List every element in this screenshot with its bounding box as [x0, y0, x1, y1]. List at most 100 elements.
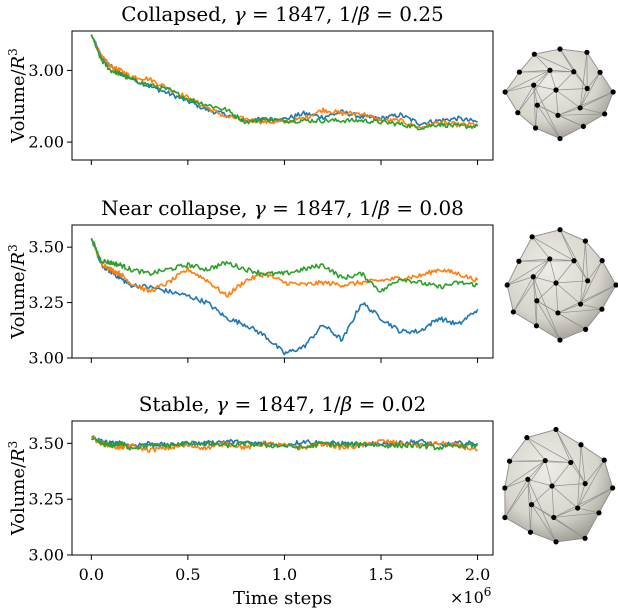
- mesh-edge: [505, 84, 534, 93]
- mesh-vertex: [578, 442, 584, 448]
- series-line-3: [90, 437, 478, 451]
- mesh-vertex: [547, 67, 553, 73]
- mesh-edge: [513, 276, 534, 313]
- mesh-vertex: [530, 274, 536, 280]
- mesh-vertex: [534, 102, 540, 108]
- mesh-edge: [526, 437, 546, 461]
- mesh-edge: [545, 460, 571, 463]
- mesh-vertex: [571, 258, 577, 264]
- plot-frame: [71, 224, 494, 359]
- mesh-edge: [601, 260, 617, 286]
- mesh-vertex: [516, 69, 523, 75]
- mesh-vertex: [502, 485, 508, 491]
- panel-title: Stable, γ = 1847, 1/β = 0.02: [139, 392, 427, 416]
- mesh-vertex: [515, 110, 521, 116]
- mesh-edge: [557, 308, 602, 314]
- x-tick-label: 2.0: [465, 565, 490, 584]
- panel-title: Near collapse, γ = 1847, 1/β = 0.08: [101, 196, 464, 220]
- mesh-edge: [533, 85, 536, 129]
- mesh-edge: [551, 462, 572, 487]
- mesh-edge: [533, 276, 557, 284]
- mesh-edge: [527, 478, 553, 487]
- mesh-edge: [536, 104, 561, 139]
- mesh-vertex: [557, 46, 563, 52]
- mesh-edge: [532, 276, 538, 301]
- mesh-vertex: [599, 258, 605, 264]
- mesh-edge: [507, 258, 550, 286]
- mesh-edge: [579, 72, 601, 109]
- mesh-edge: [505, 69, 551, 93]
- mesh-edge: [533, 84, 557, 91]
- mesh-edge: [509, 437, 528, 462]
- mesh-edge: [555, 429, 586, 484]
- mesh-vertex: [582, 535, 588, 541]
- mesh-edge: [553, 512, 600, 518]
- mesh-vertex: [531, 51, 537, 57]
- mesh-edge: [557, 91, 614, 116]
- mesh-vertex: [553, 426, 559, 433]
- mesh-edge: [531, 485, 553, 505]
- mesh-surface: [506, 229, 617, 341]
- mesh-vertex: [580, 123, 586, 130]
- mesh-edge: [534, 53, 551, 71]
- mesh-vertex: [516, 258, 522, 264]
- mesh-vertex: [583, 326, 589, 332]
- y-axis-label: Volume/R3: [6, 244, 29, 340]
- mesh-vertex: [577, 105, 583, 111]
- mesh-vertex: [547, 256, 553, 262]
- mesh-edge: [555, 537, 586, 543]
- mesh-edge: [583, 113, 605, 127]
- mesh-vertex: [504, 282, 510, 288]
- mesh-edge: [536, 300, 559, 314]
- mesh-edge: [553, 507, 578, 518]
- x-tick-label: 1.0: [272, 565, 297, 584]
- mesh-edge: [533, 84, 561, 139]
- mesh-edge: [530, 504, 532, 533]
- x-tick-label: 0.5: [175, 565, 200, 584]
- mesh-edge: [517, 70, 551, 113]
- mesh-edge: [544, 460, 553, 487]
- mesh-edge: [518, 260, 575, 262]
- mesh-edge: [557, 284, 617, 314]
- mesh-edge: [559, 126, 584, 139]
- mesh-edge: [537, 104, 559, 116]
- mesh-edge: [531, 236, 551, 260]
- mesh-surface: [504, 48, 614, 139]
- x-axis-label: Time steps: [233, 588, 332, 609]
- mesh-vertex: [610, 485, 616, 491]
- mesh-edge: [504, 460, 546, 518]
- x-tick-label: 1.5: [368, 565, 393, 584]
- mesh-edge: [504, 91, 519, 113]
- mesh-edge: [507, 276, 534, 286]
- x-axis-multiplier: ×106: [450, 585, 491, 607]
- mesh-vertex: [529, 502, 535, 508]
- mesh-vertex: [597, 69, 603, 75]
- mesh-edge: [551, 485, 578, 509]
- plot-frame: [71, 30, 494, 161]
- panel-1: Collapsed, γ = 1847, 1/β = 0.25 Volume/R3…: [6, 2, 494, 165]
- mesh-edge: [526, 429, 557, 438]
- series-line-3: [90, 34, 479, 131]
- mesh-edge: [601, 284, 617, 310]
- mesh-edge: [534, 53, 574, 73]
- mesh-edge: [577, 507, 600, 514]
- mesh-edge: [555, 260, 575, 284]
- mesh-edge: [527, 479, 531, 533]
- mesh-edge: [531, 504, 554, 518]
- x-tick-label: 0.0: [79, 565, 104, 584]
- mesh-edge: [533, 85, 538, 106]
- mesh-edge: [551, 483, 586, 487]
- mesh-vertex: [549, 483, 555, 489]
- mesh-edge: [598, 487, 613, 513]
- mesh-vertex: [527, 529, 534, 535]
- mesh-vertex: [599, 306, 605, 312]
- y-tick-label: 3.00: [28, 61, 64, 80]
- mesh-vertex: [585, 278, 591, 284]
- mesh-edge: [504, 71, 520, 93]
- mesh-edge: [513, 311, 537, 327]
- mesh-edge: [580, 280, 589, 305]
- mesh-vertex: [555, 112, 561, 118]
- y-tick-label: 3.25: [28, 293, 64, 312]
- mesh-edge: [504, 517, 531, 533]
